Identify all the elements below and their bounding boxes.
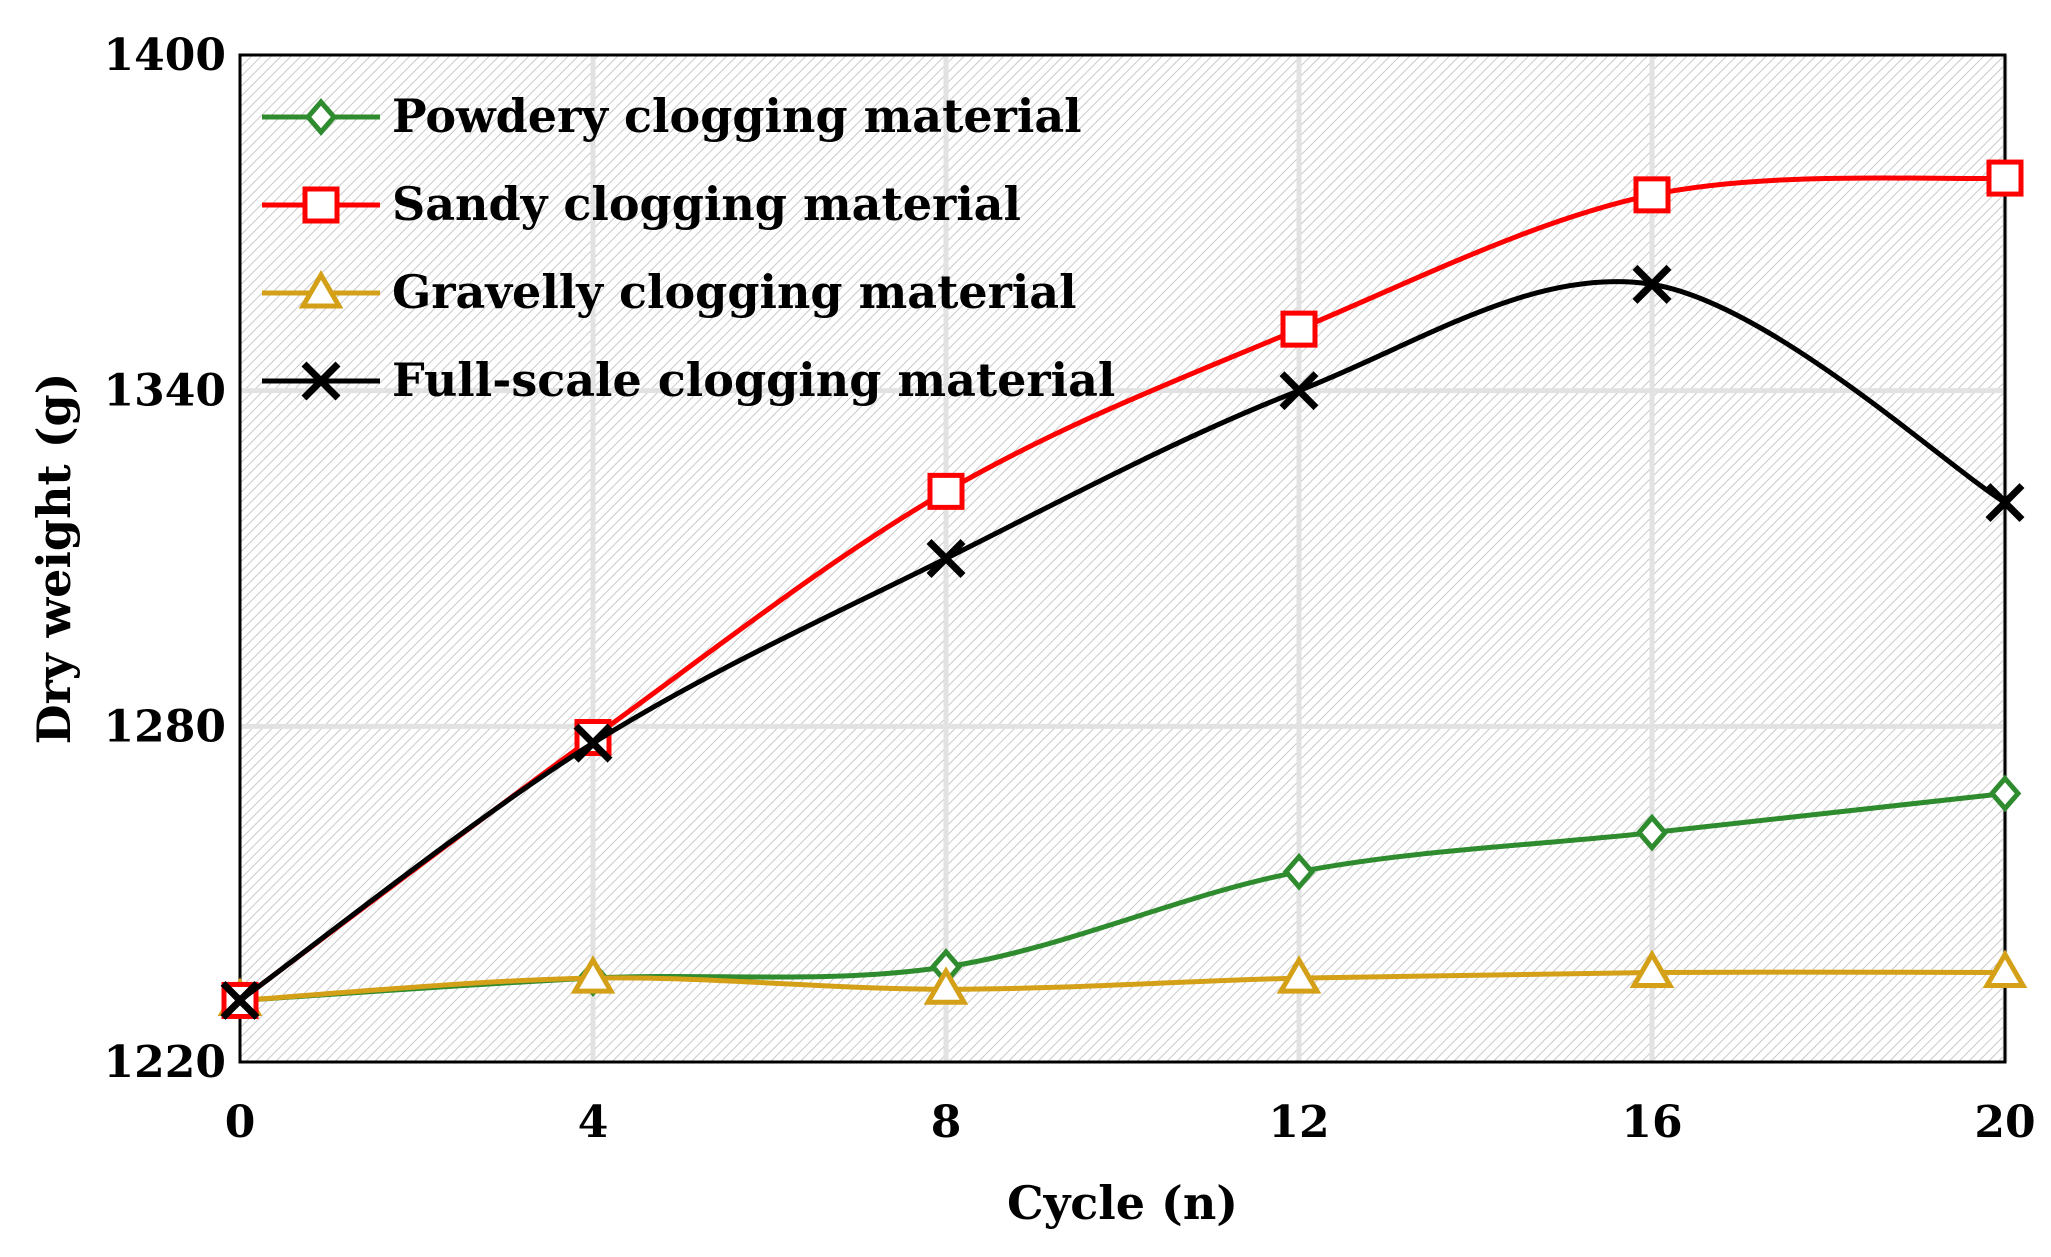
series-line-gravelly bbox=[239, 969, 2006, 1003]
legend-marker-sandy bbox=[302, 186, 340, 224]
plot-area bbox=[240, 55, 2005, 1062]
x-tick-label: 20 bbox=[1974, 1097, 2035, 1148]
legend-label: Full-scale clogging material bbox=[392, 353, 1115, 407]
data-point-full-scale bbox=[1279, 371, 1319, 411]
data-point-full-scale bbox=[220, 980, 260, 1020]
y-tick-label: 1400 bbox=[104, 30, 226, 81]
y-tick-label: 1280 bbox=[104, 701, 226, 752]
x-axis-title: Cycle (n) bbox=[1007, 1176, 1238, 1230]
data-point-powdery bbox=[1282, 852, 1316, 891]
legend-marker-full-scale bbox=[301, 361, 341, 401]
x-axis-ticks: 0 4 8 12 16 20 bbox=[225, 1097, 2036, 1148]
legend-item-sandy: Sandy clogging material bbox=[262, 177, 1021, 231]
legend-label: Powdery clogging material bbox=[392, 89, 1082, 143]
x-tick-label: 12 bbox=[1268, 1097, 1329, 1148]
data-point-full-scale bbox=[1632, 264, 1672, 304]
plot-border bbox=[238, 53, 2007, 1064]
data-point-sandy bbox=[927, 472, 965, 510]
data-point-gravelly bbox=[923, 966, 969, 1005]
x-tick-label: 16 bbox=[1621, 1097, 1682, 1148]
y-tick-label: 1340 bbox=[104, 366, 226, 417]
data-point-sandy bbox=[1280, 310, 1318, 348]
data-point-full-scale bbox=[1985, 483, 2025, 523]
y-tick-label: 1220 bbox=[104, 1037, 226, 1088]
data-point-gravelly bbox=[570, 955, 616, 994]
x-tick-label: 0 bbox=[225, 1097, 256, 1148]
legend-item-powdery: Powdery clogging material bbox=[262, 89, 1082, 143]
legend-label: Sandy clogging material bbox=[392, 177, 1021, 231]
data-point-sandy bbox=[1986, 159, 2024, 197]
data-point-full-scale bbox=[573, 723, 613, 763]
legend-label: Gravelly clogging material bbox=[392, 265, 1077, 319]
y-axis-title: Dry weight (g) bbox=[27, 373, 81, 745]
data-point-full-scale bbox=[926, 539, 966, 578]
data-point-powdery bbox=[1635, 813, 1669, 852]
data-point-gravelly bbox=[1276, 955, 1322, 994]
series-layer bbox=[217, 159, 2028, 1020]
legend-marker-gravelly bbox=[298, 270, 344, 309]
legend-item-full-scale: Full-scale clogging material bbox=[262, 353, 1115, 407]
legend-marker-powdery bbox=[304, 98, 338, 136]
y-axis-ticks: 1220 1280 1340 1400 bbox=[104, 30, 226, 1088]
data-point-gravelly bbox=[1629, 949, 1675, 988]
legend: Powdery clogging material Sandy clogging … bbox=[262, 89, 1115, 407]
series-full-scale bbox=[220, 264, 2025, 1020]
x-tick-label: 4 bbox=[578, 1097, 609, 1148]
data-point-powdery bbox=[1988, 774, 2022, 813]
data-point-sandy bbox=[1633, 176, 1671, 214]
data-point-gravelly bbox=[1982, 949, 2028, 988]
series-line-full-scale bbox=[238, 279, 2007, 1003]
x-tick-label: 8 bbox=[931, 1097, 962, 1148]
legend-item-gravelly: Gravelly clogging material bbox=[262, 265, 1077, 319]
